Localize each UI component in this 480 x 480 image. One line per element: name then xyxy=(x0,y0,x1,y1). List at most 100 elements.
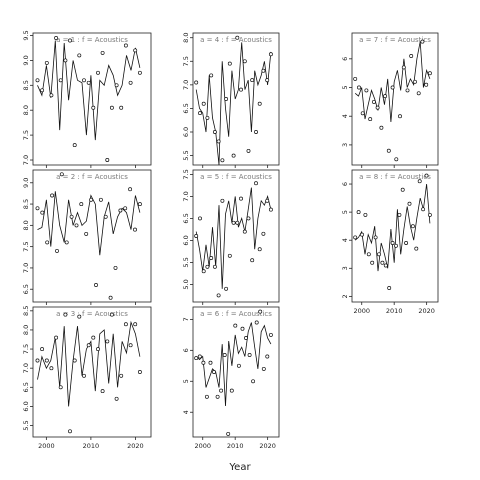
data-point xyxy=(235,220,240,225)
data-point xyxy=(424,82,429,87)
data-point xyxy=(250,78,255,83)
data-point xyxy=(91,105,96,110)
data-point xyxy=(89,197,94,202)
y-tick-label: 7.5 xyxy=(182,169,190,179)
data-point xyxy=(91,335,96,340)
data-point xyxy=(222,353,227,357)
y-tick-label: 7.5 xyxy=(22,344,30,354)
data-point xyxy=(201,269,206,274)
data-point xyxy=(417,179,422,184)
data-point xyxy=(133,227,137,232)
y-tick-label: 5.5 xyxy=(182,150,190,160)
x-tick-label: 2020 xyxy=(127,442,144,450)
data-point xyxy=(226,431,231,436)
panel-title: a = 4 : f = Acoustics xyxy=(200,36,272,44)
data-point xyxy=(420,39,425,44)
x-tick-label: 2020 xyxy=(259,442,276,450)
y-tick-label: 7.5 xyxy=(22,241,30,251)
panel-frame xyxy=(192,306,280,438)
data-point xyxy=(49,366,54,371)
data-point xyxy=(371,99,376,104)
y-tick-label: 4 xyxy=(341,114,349,118)
y-tick-label: 6.0 xyxy=(22,401,30,411)
data-point xyxy=(261,366,266,371)
panel-title: a = 2 : f = Acoustics xyxy=(56,173,128,181)
data-point xyxy=(265,198,270,203)
data-point xyxy=(357,85,361,90)
series-line xyxy=(195,187,272,289)
series-line xyxy=(354,183,431,272)
y-tick-label: 4 xyxy=(182,410,190,414)
data-point xyxy=(205,264,210,269)
data-point xyxy=(54,335,59,340)
data-point xyxy=(79,202,84,207)
data-point xyxy=(198,111,202,116)
y-tick-label: 7.0 xyxy=(22,263,30,273)
data-point xyxy=(366,252,371,257)
data-point xyxy=(63,58,68,63)
y-tick-label: 6.5 xyxy=(22,382,30,392)
data-point xyxy=(35,206,40,211)
data-point xyxy=(86,343,91,348)
y-tick-label: 8.5 xyxy=(22,80,30,90)
x-axis-label: Year xyxy=(228,462,251,473)
panel-title: a = 5 : f = Acoustics xyxy=(200,173,272,181)
data-point xyxy=(123,206,128,211)
panel-frame xyxy=(32,169,152,303)
data-point xyxy=(424,173,429,178)
data-point xyxy=(109,312,114,317)
data-point xyxy=(201,360,206,365)
data-point xyxy=(229,388,234,393)
data-point xyxy=(137,202,142,207)
data-point xyxy=(394,157,399,162)
series-line xyxy=(195,42,272,166)
y-tick-label: 7.5 xyxy=(182,56,190,66)
data-point xyxy=(59,172,64,177)
data-point xyxy=(220,158,225,163)
data-point xyxy=(40,210,45,215)
data-point xyxy=(397,212,402,217)
data-point xyxy=(373,235,378,240)
data-point xyxy=(197,354,202,359)
data-point xyxy=(268,52,273,57)
data-point xyxy=(119,105,124,110)
y-tick-label: 5.5 xyxy=(182,257,190,267)
data-point xyxy=(64,240,69,245)
data-point xyxy=(257,247,262,252)
data-point xyxy=(68,38,72,43)
data-point xyxy=(383,263,388,268)
data-point xyxy=(209,73,214,78)
y-tick-label: 5 xyxy=(341,210,349,214)
y-tick-label: 7.0 xyxy=(182,80,190,90)
data-point xyxy=(50,193,55,198)
panel: a = 1 : f = Acoustics 7.0 7.5 8.0 8.5 9.0 9.5 xyxy=(22,30,152,168)
data-point xyxy=(123,43,128,48)
data-point xyxy=(86,80,91,85)
data-point xyxy=(405,88,410,93)
data-point xyxy=(77,314,82,319)
data-point xyxy=(96,347,100,352)
data-point xyxy=(82,78,86,83)
data-point xyxy=(265,78,270,83)
panel-frame xyxy=(192,32,280,166)
data-point xyxy=(82,373,86,378)
y-tick-label: 5 xyxy=(341,85,349,89)
data-point xyxy=(254,320,259,325)
data-point xyxy=(105,158,110,162)
panel-title: a = 1 : f = Acoustics xyxy=(56,36,128,44)
x-tick-label: 2000 xyxy=(38,442,55,450)
y-tick-label: 9.0 xyxy=(22,178,30,188)
data-point xyxy=(360,232,364,237)
data-point xyxy=(227,61,232,66)
data-point xyxy=(215,394,220,399)
data-point xyxy=(224,286,229,291)
data-point xyxy=(401,65,406,70)
panel: a = 3 : f = Acoustics 5.5 6.0 6.5 7.0 7.5 8.0 8… xyxy=(22,306,152,450)
data-point xyxy=(98,197,103,202)
data-point xyxy=(261,231,266,236)
data-point xyxy=(35,358,40,363)
data-point xyxy=(231,153,236,158)
y-tick-label: 6.5 xyxy=(182,103,190,113)
data-point xyxy=(35,78,40,83)
data-point xyxy=(251,379,256,384)
